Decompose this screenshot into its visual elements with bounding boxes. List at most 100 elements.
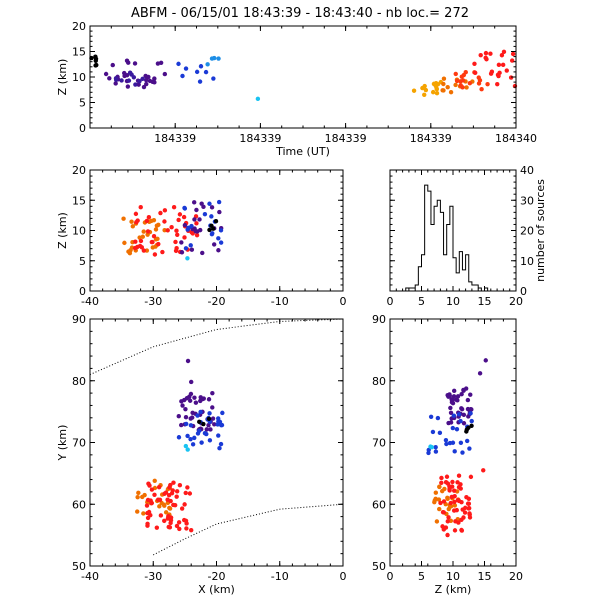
time_height-point-red-orange: [479, 87, 484, 92]
z_y-point-red: [439, 475, 444, 481]
x_y-point-blue: [188, 436, 193, 442]
time_height-point-purple-1: [162, 71, 168, 77]
x_y-point-blue: [217, 446, 222, 451]
x_z-point-red: [173, 239, 178, 245]
z_y-point-purple: [468, 392, 473, 397]
x_z-point-red: [194, 221, 199, 226]
time_height-point-red-orange: [485, 81, 490, 87]
time_height-point-purple-2: [137, 78, 142, 84]
z_histogram-y-label: number of sources: [534, 179, 547, 282]
x_y-point-purple: [212, 422, 217, 427]
z_y-point-black: [469, 423, 474, 429]
x_z-point-orange: [122, 240, 127, 246]
x_y-x-label: X (km): [198, 583, 235, 596]
x_z-point-red: [165, 228, 170, 233]
x_y-point-orange: [136, 490, 141, 496]
x_y-point-red: [185, 485, 190, 490]
x_z-point-purple: [192, 217, 197, 222]
time_height-point-red-orange: [461, 72, 466, 78]
time_height-point-yellow-orange: [433, 80, 439, 86]
x_y-point-red: [154, 525, 160, 530]
x_y-point-blue: [190, 442, 196, 447]
z_y-point-red: [461, 515, 466, 520]
x_z-point-red: [171, 204, 177, 210]
z_y-point-red: [441, 499, 447, 504]
x_y-point-red: [171, 502, 176, 508]
x_y-point-black: [197, 419, 202, 425]
x_z-point-purple: [217, 209, 222, 215]
x_y-point-purple: [201, 396, 206, 401]
x_z-point-red: [162, 219, 167, 224]
time_height-point-lightblue: [209, 56, 215, 61]
x_z-y-label: Z (km): [56, 212, 69, 249]
z_y-x-tick-label: 5: [418, 570, 425, 583]
z_y-point-red: [444, 474, 450, 479]
x_z-point-red: [137, 243, 143, 249]
time_height-point-red-orange: [467, 81, 473, 86]
x_y-point-purple: [183, 415, 189, 420]
time_height-point-purple-2: [113, 76, 119, 81]
time_height-point-purple-1: [110, 62, 115, 68]
x_y-points: [135, 358, 225, 533]
x_y-point-red: [174, 523, 180, 529]
x_y-point-red: [165, 516, 171, 521]
time_height-point-red-orange: [453, 71, 458, 77]
x_z-point-orange: [127, 250, 133, 256]
time_height-point-yellow-orange: [411, 88, 417, 93]
x_y-point-red: [169, 491, 175, 496]
panels: 184339 184339 184339 184339 184340 0 5 10 15 20 Ti…: [56, 20, 547, 596]
z_y-point-purple: [461, 412, 467, 417]
x_z-point-red: [177, 212, 183, 217]
x_y-point-red: [147, 483, 152, 488]
z_y-point-blue: [456, 412, 462, 417]
x_y-point-blue: [218, 441, 224, 447]
x_y-point-red: [168, 520, 173, 526]
time_height-point-purple-1: [152, 80, 157, 85]
z_y-point-orange: [445, 495, 450, 501]
z_y-y-tick-label: 70: [372, 437, 386, 450]
z_y-point-purple: [451, 388, 457, 394]
time_height-point-purple-1: [132, 61, 138, 66]
z_y-y-tick-label: 60: [372, 498, 386, 511]
x_y-point-red: [184, 521, 189, 526]
time_height-point-cyan: [255, 96, 261, 102]
z_y-point-cyan: [428, 444, 433, 449]
x_z-point-red: [181, 214, 187, 220]
time_height-point-purple-1: [152, 76, 157, 81]
x_y-point-purple: [180, 403, 185, 408]
x_z-y-tick-label: 0: [79, 285, 86, 298]
x_z-point-red: [152, 252, 158, 257]
x_z-point-blue: [218, 240, 224, 245]
x_y-point-purple: [188, 416, 193, 421]
z_y-point-purple: [465, 397, 471, 403]
x_z-x-tick-label: 0: [340, 295, 347, 308]
time_height-point-red: [495, 81, 500, 87]
x_z-point-red: [175, 232, 180, 237]
z_histogram-x-tick-label: 0: [387, 295, 394, 308]
z_y-point-blue: [426, 450, 431, 456]
x_y-x-tick-label: -20: [208, 570, 226, 583]
time_height-point-blue: [176, 61, 181, 67]
z_y-point-purple: [451, 394, 457, 399]
x_y-point-red: [183, 490, 188, 496]
x_z-point-red: [156, 241, 161, 247]
z_y-point-purple: [459, 391, 464, 397]
x_z-point-red: [169, 224, 174, 230]
time_height-point-red: [488, 51, 493, 56]
x_z-point-orange: [129, 219, 134, 224]
time_height-point-yellow-orange: [422, 83, 427, 89]
z_y-point-blue: [468, 411, 473, 416]
x_z-point-red: [176, 217, 181, 223]
z_y-point-blue: [460, 450, 465, 455]
z_y-x-tick-label: 10: [446, 570, 460, 583]
time_height-point-purple-2: [119, 78, 124, 83]
x_z-point-blue: [216, 236, 221, 241]
x_y-x-tick-label: -30: [144, 570, 162, 583]
x_z-point-purple: [209, 205, 215, 210]
x_y-point-red: [152, 492, 157, 498]
x_y-y-tick-label: 50: [72, 560, 86, 573]
time_height-axes: 184339 184339 184339 184339 184340 0 5 10 15 20 Ti…: [56, 20, 537, 158]
x_z-point-purple: [200, 250, 205, 256]
time_height-x-tick-label: 184339: [410, 132, 452, 145]
